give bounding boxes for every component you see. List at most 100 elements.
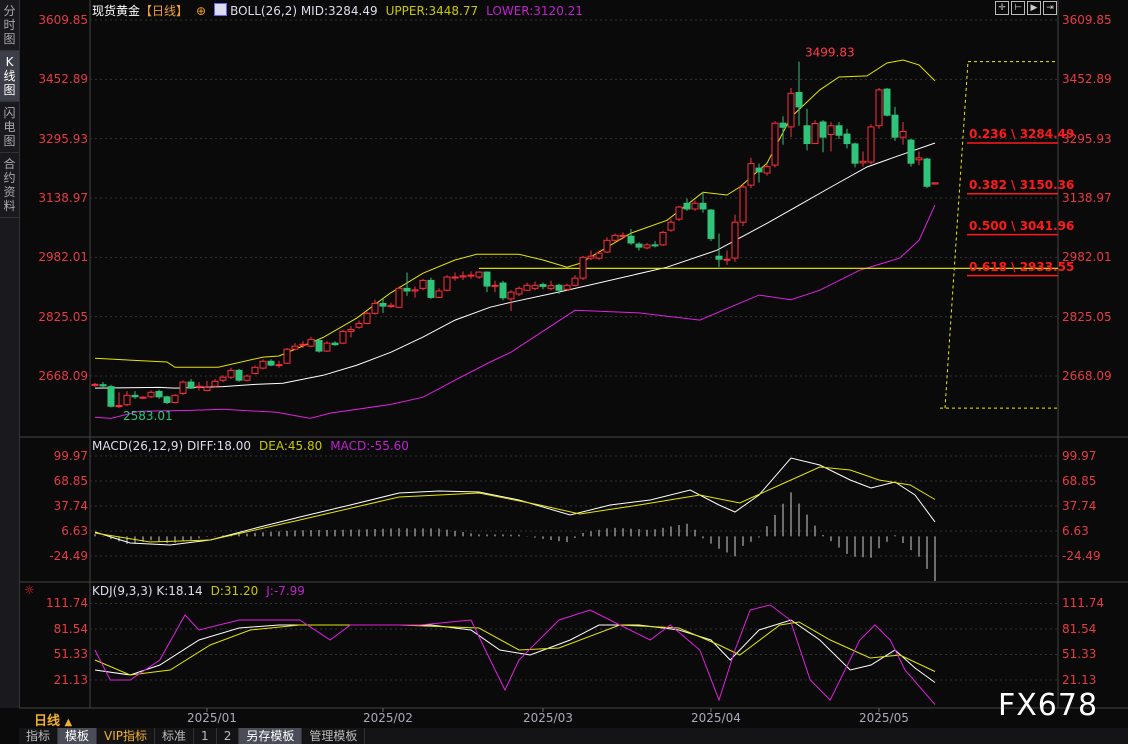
candle (699, 202, 707, 210)
candle (147, 391, 155, 398)
tab-templates[interactable]: 模板 (58, 728, 98, 744)
kdj-tick-left: 81.54 (53, 621, 88, 636)
kdj-header: KDJ(9,3,3) K:18.14 D:31.20 J:-7.99 (92, 584, 313, 598)
candle (819, 121, 827, 138)
candle (307, 338, 315, 347)
candle (667, 221, 675, 231)
candle (163, 396, 171, 403)
candle (619, 234, 627, 237)
fib-trend-line (944, 61, 969, 409)
symbol-name: 现货黄金 (92, 4, 141, 18)
candle (491, 284, 499, 287)
candle (427, 279, 435, 298)
candle (379, 302, 387, 307)
candle (299, 343, 307, 346)
watermark-logo: FX678 (998, 688, 1099, 723)
kdj-k-line (94, 619, 936, 683)
candle (843, 133, 851, 145)
tab-1[interactable]: 1 (194, 728, 217, 744)
kdj-tick-right: 111.74 (1062, 596, 1104, 611)
macd-dea-line (94, 466, 936, 543)
macd-tick-left: -24.49 (49, 548, 88, 563)
macd-tick-left: 99.97 (53, 449, 88, 464)
candle (259, 360, 267, 369)
candle (275, 364, 283, 367)
candle (731, 221, 739, 259)
candle (331, 342, 339, 346)
tab-standard[interactable]: 标准 (155, 728, 195, 744)
price-tick-right: 3138.97 (1062, 191, 1112, 205)
price-tick-left: 3295.93 (38, 131, 88, 146)
macd-tick-left: 37.74 (53, 499, 88, 513)
candle (587, 255, 595, 259)
candle (411, 289, 419, 292)
tab-2[interactable]: 2 (217, 728, 240, 744)
candle (467, 274, 475, 277)
macd-tick-left: 6.63 (61, 524, 88, 538)
price-tick-right: 2668.09 (1062, 369, 1112, 383)
candle (283, 348, 291, 364)
candle (531, 284, 539, 289)
macd-diff-line (94, 457, 936, 546)
candle (179, 381, 187, 394)
candle (923, 158, 931, 187)
kdj-j-line (94, 604, 936, 705)
main-chart-header: 现货黄金【日线】 ⊕ BOLL(26,2) MID:3284.49 UPPER:344… (92, 2, 591, 19)
price-tick-left: 2825.05 (38, 309, 88, 324)
candle (243, 375, 251, 381)
candle (603, 239, 611, 253)
macd-tick-right: -24.49 (1062, 548, 1101, 563)
candle (571, 277, 579, 286)
candle (459, 275, 467, 278)
candle (291, 345, 299, 350)
tab-vip-indicators[interactable]: VIP指标 (97, 728, 156, 744)
candle (99, 384, 107, 387)
candle (315, 340, 323, 352)
candle (195, 385, 203, 388)
bottom-tab-bar: 指标 模板 VIP指标 标准 1 2 另存模板 管理模板 (19, 728, 1128, 744)
kdj-d-value: D:31.20 (210, 584, 259, 598)
tab-indicators[interactable]: 指标 (19, 728, 59, 744)
candle (715, 255, 723, 260)
crosshair-icon[interactable]: ✛ (995, 1, 1009, 15)
zoom-range-icon[interactable]: ⊢ (1011, 1, 1025, 15)
period-selector[interactable]: 日线 ▲ (34, 710, 72, 729)
price-tick-left: 3138.97 (38, 191, 88, 205)
macd-header: MACD(26,12,9) DIFF:18.00 DEA:45.80 MACD:-5… (92, 439, 417, 453)
candle (403, 287, 411, 292)
candle (323, 342, 331, 352)
candle (707, 209, 715, 239)
kdj-tick-right: 81.54 (1062, 621, 1097, 636)
play-icon[interactable]: ▶ (1027, 1, 1041, 15)
macd-tick-right: 68.85 (1062, 474, 1097, 489)
sidebar-tab-time-chart[interactable]: 分时图 (0, 0, 19, 51)
candle (851, 143, 859, 164)
boll-mid-value: BOLL(26,2) MID:3284.49 (230, 4, 378, 18)
kdj-j-value: J:-7.99 (266, 584, 305, 598)
candle (395, 287, 403, 308)
candle (107, 386, 115, 407)
kdj-settings-icon[interactable]: ☼ (24, 583, 35, 597)
tab-save-template[interactable]: 另存模板 (239, 728, 303, 744)
crosshair-toggle-icon[interactable]: ⊕ (196, 4, 207, 18)
fib-level-label: 0.500 \ 3041.96 (969, 218, 1075, 233)
sidebar-tab-flash-chart[interactable]: 闪电图 (0, 102, 19, 153)
boll-lower-line (94, 204, 936, 419)
boll-upper-line (94, 59, 936, 368)
exit-icon[interactable]: ⇥ (1043, 1, 1057, 15)
tab-manage-templates[interactable]: 管理模板 (302, 728, 366, 744)
candle (451, 276, 459, 279)
candle (899, 130, 907, 138)
macd-tick-right: 37.74 (1062, 499, 1097, 513)
sidebar-tab-kline-chart[interactable]: K线图 (0, 51, 19, 102)
boll-upper-value: UPPER:3448.77 (385, 4, 479, 18)
sidebar-tab-contract-info[interactable]: 合约资料 (0, 153, 19, 218)
candle (387, 304, 395, 307)
candle (787, 92, 795, 128)
kdj-d-line (94, 621, 936, 676)
indicator-chart-icon[interactable] (214, 3, 228, 16)
candle (795, 92, 803, 108)
date-tick-label: 2025/01 (187, 711, 237, 725)
candle (435, 290, 443, 298)
